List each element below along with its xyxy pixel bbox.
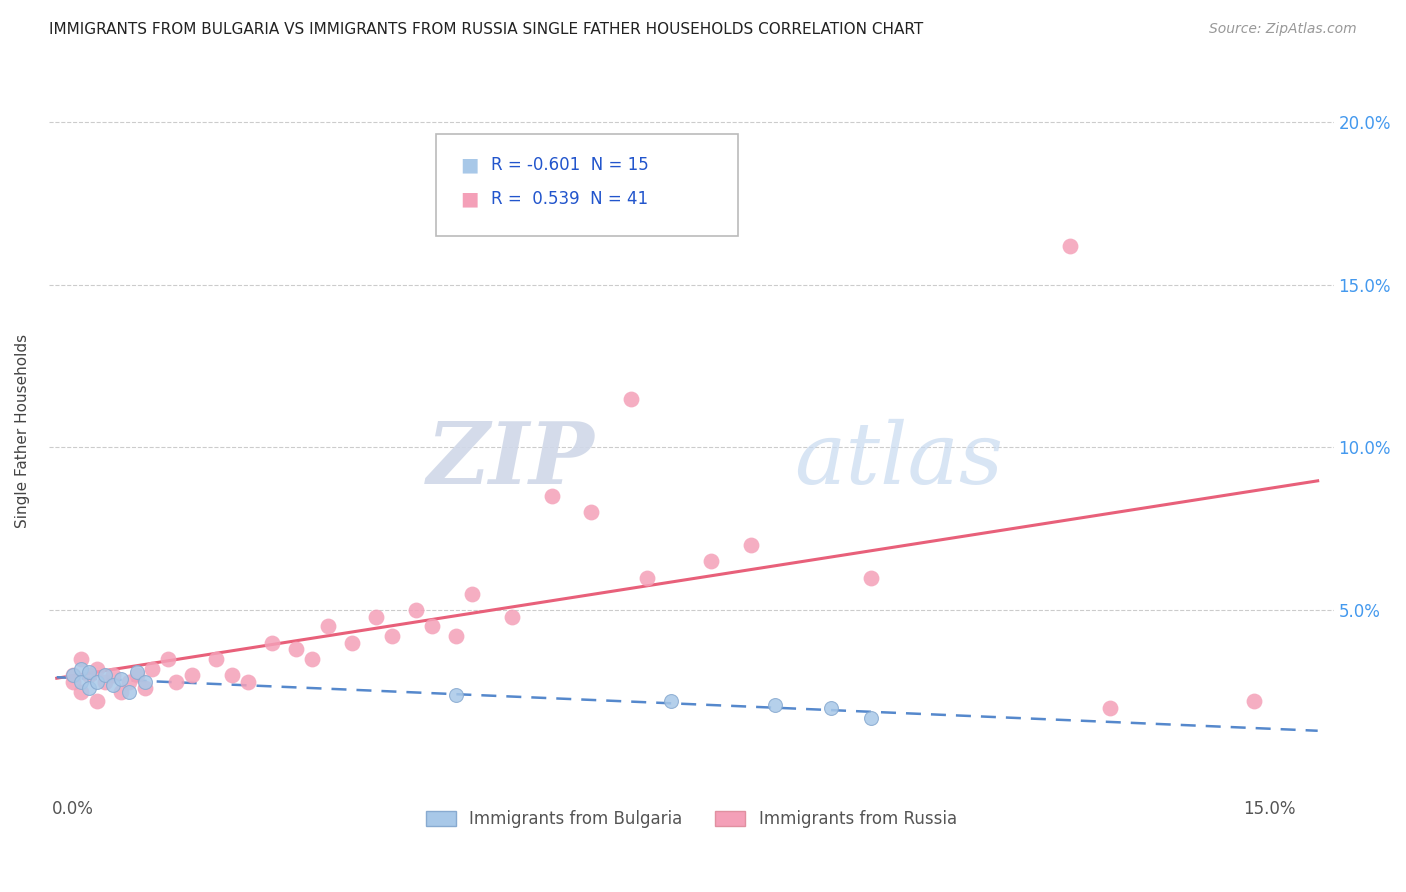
Text: ZIP: ZIP bbox=[427, 418, 595, 501]
Point bbox=[285, 642, 308, 657]
Point bbox=[77, 665, 100, 679]
Point bbox=[461, 587, 484, 601]
Point bbox=[444, 688, 467, 702]
Point bbox=[859, 571, 882, 585]
Point bbox=[69, 674, 91, 689]
Point bbox=[77, 668, 100, 682]
Text: R =  0.539  N = 41: R = 0.539 N = 41 bbox=[491, 190, 648, 208]
Point bbox=[62, 668, 84, 682]
Point bbox=[364, 609, 387, 624]
Point bbox=[69, 662, 91, 676]
Point bbox=[205, 652, 228, 666]
Point bbox=[62, 668, 84, 682]
Point bbox=[77, 681, 100, 696]
Point bbox=[69, 684, 91, 698]
Point bbox=[444, 629, 467, 643]
Point bbox=[381, 629, 404, 643]
Point bbox=[62, 674, 84, 689]
Point bbox=[820, 701, 842, 715]
Text: atlas: atlas bbox=[794, 418, 1002, 501]
Point bbox=[93, 668, 115, 682]
Point bbox=[659, 694, 682, 708]
Point bbox=[181, 668, 204, 682]
Point bbox=[101, 678, 124, 692]
Point bbox=[581, 506, 603, 520]
Point bbox=[86, 662, 108, 676]
Point bbox=[700, 554, 723, 568]
Text: ■: ■ bbox=[460, 155, 478, 175]
Legend: Immigrants from Bulgaria, Immigrants from Russia: Immigrants from Bulgaria, Immigrants fro… bbox=[419, 804, 963, 835]
Point bbox=[93, 674, 115, 689]
Point bbox=[316, 619, 339, 633]
Text: Source: ZipAtlas.com: Source: ZipAtlas.com bbox=[1209, 22, 1357, 37]
Point bbox=[620, 392, 643, 406]
Point bbox=[134, 674, 156, 689]
Point bbox=[501, 609, 523, 624]
Point bbox=[101, 668, 124, 682]
Point bbox=[221, 668, 243, 682]
Point bbox=[117, 674, 139, 689]
Point bbox=[117, 684, 139, 698]
Point bbox=[301, 652, 323, 666]
Point bbox=[69, 652, 91, 666]
Text: R = -0.601  N = 15: R = -0.601 N = 15 bbox=[491, 156, 648, 174]
Point bbox=[134, 681, 156, 696]
Point bbox=[763, 698, 786, 712]
Point bbox=[86, 694, 108, 708]
Point bbox=[110, 672, 132, 686]
Point bbox=[262, 636, 284, 650]
Point bbox=[420, 619, 443, 633]
Point bbox=[110, 684, 132, 698]
Point bbox=[141, 662, 163, 676]
Text: ■: ■ bbox=[460, 189, 478, 209]
Text: IMMIGRANTS FROM BULGARIA VS IMMIGRANTS FROM RUSSIA SINGLE FATHER HOUSEHOLDS CORR: IMMIGRANTS FROM BULGARIA VS IMMIGRANTS F… bbox=[49, 22, 924, 37]
Point bbox=[636, 571, 658, 585]
Point bbox=[86, 674, 108, 689]
Point bbox=[340, 636, 363, 650]
Point bbox=[165, 674, 187, 689]
Point bbox=[125, 665, 148, 679]
Point bbox=[405, 603, 427, 617]
Point bbox=[540, 489, 562, 503]
Point bbox=[1059, 238, 1081, 252]
Point bbox=[740, 538, 762, 552]
Point bbox=[859, 710, 882, 724]
Y-axis label: Single Father Households: Single Father Households bbox=[15, 334, 30, 528]
Point bbox=[1243, 694, 1265, 708]
Point bbox=[1099, 701, 1122, 715]
Point bbox=[125, 668, 148, 682]
Point bbox=[238, 674, 260, 689]
Point bbox=[157, 652, 180, 666]
